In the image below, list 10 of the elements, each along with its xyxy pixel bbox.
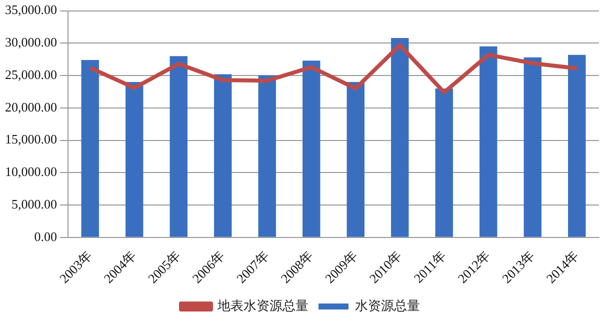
y-tick-label: 5,000.00 xyxy=(12,196,57,212)
y-tick-label: 35,000.00 xyxy=(5,2,57,18)
y-tick-label: 25,000.00 xyxy=(5,66,57,82)
legend-label: 水资源总量 xyxy=(355,298,420,313)
y-tick-label: 30,000.00 xyxy=(5,34,57,50)
y-tick-label: 10,000.00 xyxy=(5,164,57,180)
y-tick-label: 20,000.00 xyxy=(5,99,57,114)
y-tick-label: 0.00 xyxy=(34,228,57,244)
y-tick-label: 15,000.00 xyxy=(5,132,57,147)
legend-label: 地表水资源总量 xyxy=(216,298,308,313)
